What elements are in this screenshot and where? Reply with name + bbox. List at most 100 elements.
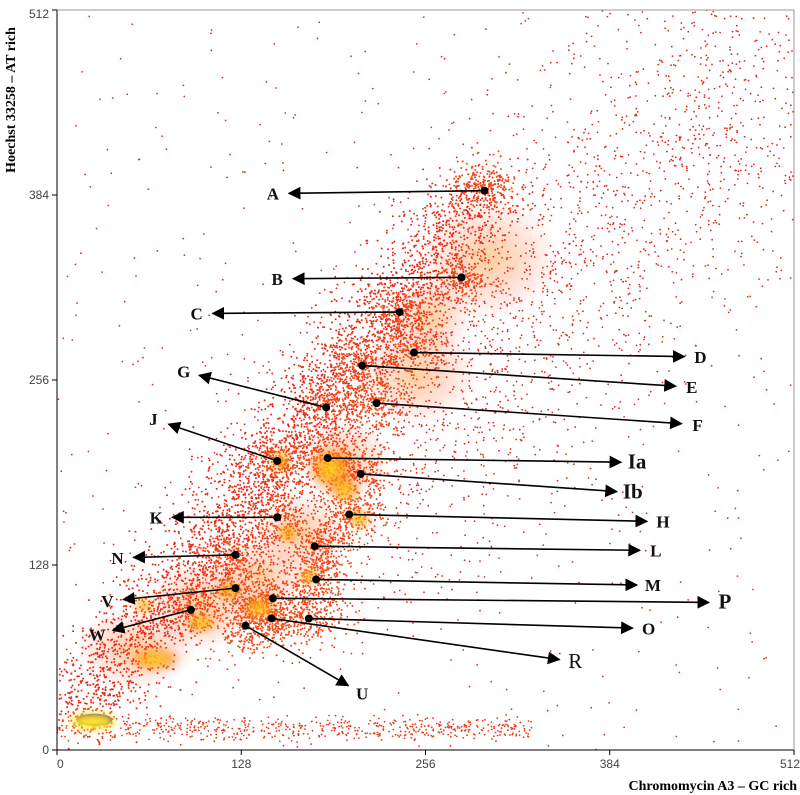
event-point [649,195,652,198]
event-point [657,73,660,76]
event-point [719,688,722,691]
event-point [449,391,452,394]
event-point [499,400,501,403]
event-point [360,498,363,501]
event-point [605,184,608,187]
event-point [58,668,61,670]
event-point [490,190,493,193]
event-point [402,468,404,471]
event-point [718,205,721,208]
event-point [489,153,491,156]
event-point [169,577,172,580]
event-point [103,612,106,615]
event-point [670,158,673,161]
event-point [496,348,499,351]
event-point [210,477,213,480]
event-point [526,344,529,346]
event-point [430,126,433,129]
event-point [568,282,571,285]
event-point [458,232,461,234]
event-point [653,245,656,247]
event-point [754,40,756,42]
event-point [404,469,407,472]
event-point [216,503,219,506]
event-point [391,215,394,218]
event-point [374,445,377,447]
event-point [560,262,563,265]
event-point [289,472,292,474]
event-point [743,135,746,138]
event-point [72,656,75,659]
event-point [164,409,167,412]
event-point [450,243,453,246]
event-point [429,287,432,290]
event-point [509,302,511,305]
event-point [546,290,549,293]
event-point [621,127,624,130]
event-point [532,241,535,244]
event-point [91,661,94,664]
event-point [498,449,500,452]
event-point [166,559,169,561]
event-point [316,499,318,502]
event-point [729,166,732,168]
event-point [65,648,68,651]
event-point [113,640,116,643]
event-point [106,148,109,151]
event-point [583,66,586,69]
event-point [296,403,299,406]
event-point [459,302,462,305]
event-point [724,127,726,130]
event-point [455,291,458,294]
event-point [627,154,630,156]
event-point [668,370,670,372]
event-point [549,260,552,263]
event-point [549,273,552,275]
event-point [303,359,305,362]
event-point [404,414,407,416]
event-point [223,530,226,533]
event-point [439,262,442,265]
event-point [740,255,742,258]
event-point [252,483,255,485]
event-point [755,74,757,77]
event-point [791,50,793,52]
event-point [593,282,596,285]
event-point [320,269,323,272]
event-point [504,395,507,398]
event-point [443,444,446,447]
event-point [461,358,463,360]
event-point [189,596,192,599]
event-point [639,275,642,278]
event-point [424,441,427,444]
event-point [692,265,695,267]
event-point [530,577,533,580]
event-point [424,222,426,225]
event-point [415,326,418,329]
event-point [758,185,761,188]
event-point [502,428,505,431]
event-point [571,166,574,169]
event-point [615,342,618,345]
event-point [70,699,73,702]
event-point [391,556,393,559]
event-point [373,461,376,464]
event-point [556,451,558,454]
event-point [209,540,212,543]
event-point [169,566,172,569]
event-point [215,392,218,395]
event-point [454,230,457,233]
event-point [660,115,663,117]
event-point [606,314,609,317]
event-point [283,414,286,417]
event-point [455,210,458,213]
event-point [565,285,568,288]
event-point [383,708,386,711]
event-point [717,107,720,109]
event-point [201,528,204,531]
event-point [79,701,82,704]
event-point [174,523,177,526]
event-point [277,417,279,420]
event-point [372,379,375,381]
event-point [384,448,386,451]
